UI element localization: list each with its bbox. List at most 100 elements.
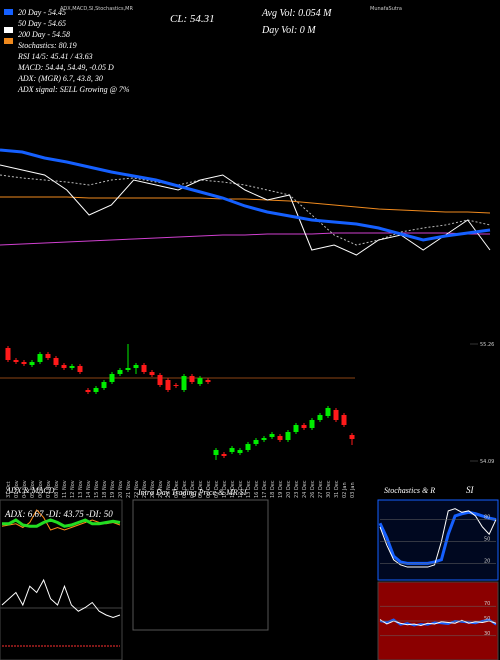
legend-box — [4, 27, 13, 33]
indicator: 200 Day - 54.58 — [18, 30, 70, 39]
candle-body — [229, 448, 235, 452]
x-tick-label: 16 Dec — [254, 480, 260, 498]
x-tick-label: 03 Jan — [350, 482, 356, 498]
x-tick-label: 03 Dec — [182, 480, 188, 498]
indicator: Stochastics: 80.19 — [18, 41, 77, 50]
x-tick-label: 27 Dec — [318, 480, 324, 498]
candle-body — [261, 438, 267, 440]
y-tick-label: 50 — [484, 616, 490, 622]
indicator: MACD: 54.44, 54.49, -0.05 D — [17, 63, 114, 72]
candle-body — [45, 354, 51, 358]
candle-body — [349, 435, 355, 439]
candle-body — [77, 366, 83, 372]
candle-body — [333, 410, 339, 420]
x-tick-label: 26 Dec — [310, 480, 316, 498]
x-tick-label: 23 Dec — [294, 480, 300, 498]
candle-body — [165, 380, 171, 390]
x-tick-label: 20 Nov — [118, 480, 124, 498]
candle-body — [285, 432, 291, 440]
candle-body — [53, 358, 59, 365]
x-tick-label: 18 Dec — [270, 480, 276, 498]
series-line — [0, 148, 491, 242]
day-vol: Day Vol: 0 M — [261, 25, 316, 36]
x-tick-label: 09 Dec — [214, 480, 220, 498]
candle-body — [325, 408, 331, 416]
candle-body — [317, 415, 323, 420]
panel-subtitle: SI — [466, 485, 475, 495]
candle-body — [277, 436, 283, 440]
x-tick-label: 11 Nov — [62, 480, 68, 498]
x-tick-label: 07 Nov — [46, 480, 52, 498]
x-tick-label: 12 Nov — [70, 480, 76, 498]
legend-box — [4, 9, 13, 15]
x-tick-label: 05 Dec — [198, 480, 204, 498]
series-line — [2, 518, 121, 528]
candle-body — [85, 390, 91, 392]
x-tick-label: 22 Nov — [134, 480, 140, 498]
x-tick-label: 06 Dec — [206, 480, 212, 498]
x-tick-label: 19 Dec — [278, 480, 284, 498]
y-tick-label: 70 — [484, 601, 490, 607]
candle-body — [173, 385, 179, 386]
candle-body — [245, 444, 251, 450]
x-tick-label: 13 Nov — [78, 480, 84, 498]
series-line — [379, 508, 497, 568]
candle-body — [61, 365, 67, 368]
candle-body — [341, 415, 347, 425]
x-tick-label: 02 Jan — [342, 482, 348, 498]
indicator: ADX signal: SELL Growing @ 7% — [17, 85, 130, 94]
panel-title: ADX & MACD — [5, 486, 55, 495]
candle-body — [5, 348, 11, 360]
stochastics-panel — [377, 499, 499, 581]
candle-body — [93, 388, 99, 392]
y-tick-label: 80 — [484, 515, 490, 521]
x-tick-label: 26 Nov — [150, 480, 156, 498]
indicator: ADX: (MGR) 6.7, 43.8, 30 — [17, 74, 103, 83]
candle-body — [221, 454, 227, 456]
series-line — [379, 619, 497, 626]
x-tick-label: 02 Dec — [174, 480, 180, 498]
x-tick-label: 18 Nov — [102, 480, 108, 498]
x-tick-label: 25 Nov — [142, 480, 148, 498]
candle-body — [141, 365, 147, 372]
studies: ADX,MACD,SI,Stochastics,MR — [60, 6, 133, 12]
x-tick-label: 04 Dec — [190, 480, 196, 498]
candle-body — [309, 420, 315, 428]
x-tick-label: 11 Dec — [230, 480, 236, 498]
x-tick-label: 13 Dec — [246, 480, 252, 498]
series-line — [378, 510, 497, 565]
x-tick-label: 27 Nov — [158, 480, 164, 498]
x-tick-label: 14 Nov — [86, 480, 92, 498]
y-tick-label: 54.09 — [480, 459, 494, 465]
candle-body — [13, 360, 19, 362]
x-tick-label: 12 Dec — [238, 480, 244, 498]
candle-body — [149, 372, 155, 375]
x-tick-label: 10 Dec — [222, 480, 228, 498]
candle-body — [101, 382, 107, 388]
adx-panel — [0, 499, 123, 660]
candle-body — [253, 440, 259, 444]
candle-body — [133, 365, 139, 368]
indicator: 20 Day - 54.45 — [18, 8, 66, 17]
series-line — [0, 196, 491, 214]
x-tick-label: 04 Nov — [22, 480, 28, 498]
candle-body — [213, 450, 219, 455]
x-tick-label: 31 Dec — [334, 480, 340, 498]
indicator: RSI 14/5: 45.41 / 43.63 — [17, 52, 93, 61]
y-tick-label: 55.26 — [480, 342, 494, 348]
x-tick-label: 01 Nov — [14, 480, 20, 498]
x-tick-label: 31 Oct — [6, 481, 12, 498]
x-tick-label: 06 Nov — [38, 480, 44, 498]
site: MunafaSutra — [370, 6, 402, 12]
candle-body — [117, 370, 123, 374]
candle-body — [181, 376, 187, 390]
x-tick-label: 29 Nov — [166, 480, 172, 498]
x-tick-label: 15 Nov — [94, 480, 100, 498]
intraday-panel — [132, 499, 269, 631]
panel-title: Stochastics & R — [384, 486, 435, 495]
y-tick-label: 30 — [484, 631, 490, 637]
candle-body — [189, 376, 195, 382]
x-tick-label: 05 Nov — [30, 480, 36, 498]
intraday-title: Intra Day Trading Price & MR SI — [137, 488, 247, 497]
